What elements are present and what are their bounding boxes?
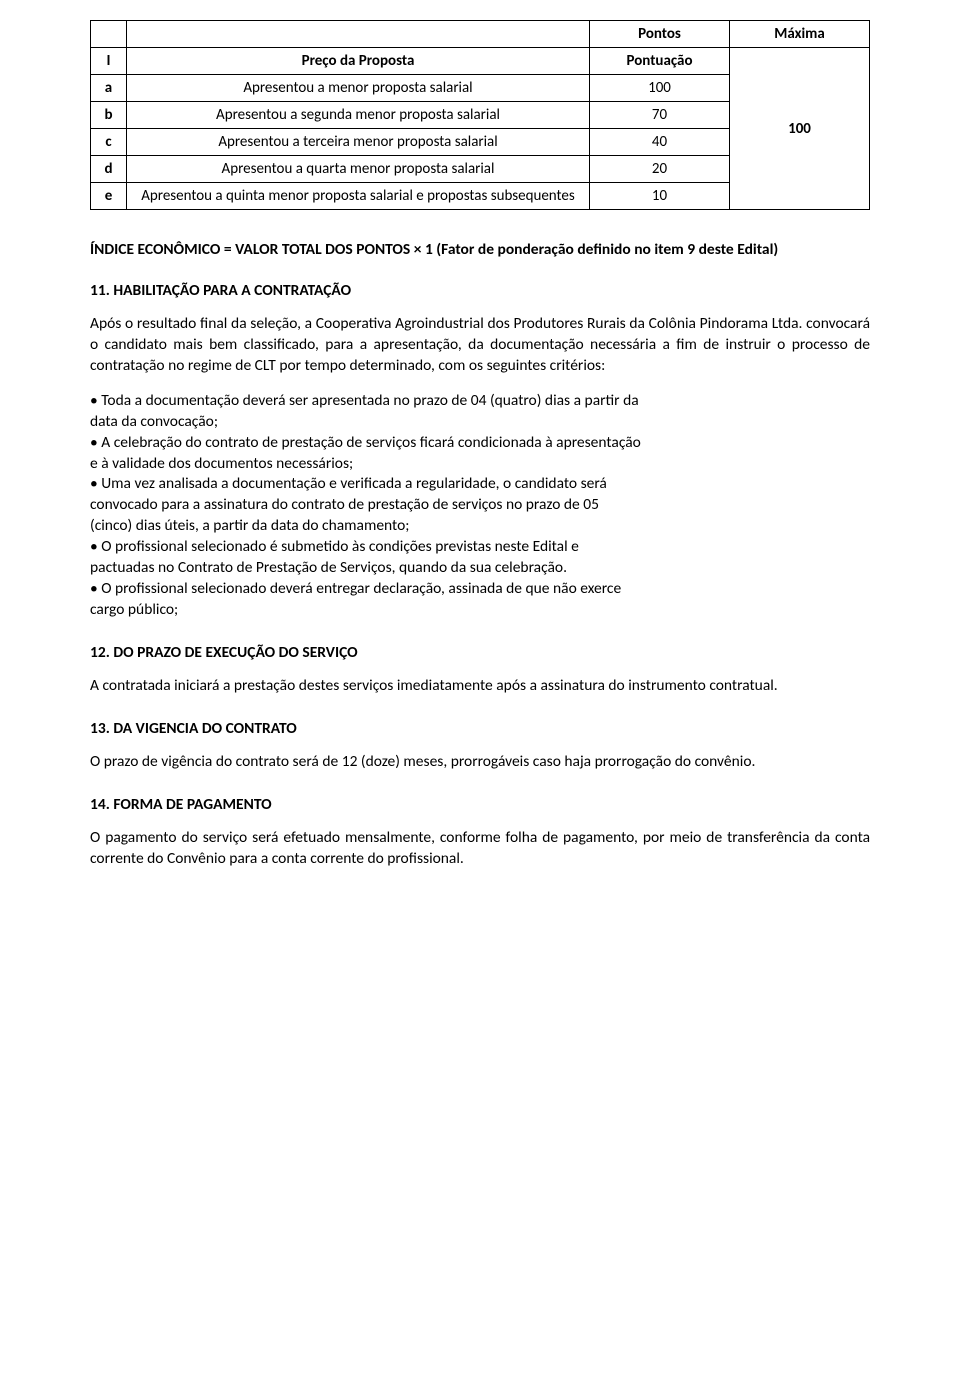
bullet-text: data da convocação; <box>90 412 870 433</box>
row-desc: Apresentou a terceira menor proposta sal… <box>127 129 590 156</box>
bullet-text: • Uma vez analisada a documentação e ver… <box>90 474 870 495</box>
row-pontos: 40 <box>590 129 730 156</box>
maxima-value: 100 <box>730 48 870 210</box>
section-11-intro: Após o resultado final da seleção, a Coo… <box>90 314 870 377</box>
row-desc: Apresentou a quinta menor proposta salar… <box>127 183 590 210</box>
maxima-header: Máxima <box>730 21 870 48</box>
bullet-text: convocado para a assinatura do contrato … <box>90 495 870 516</box>
table-header-row: Pontos Máxima <box>91 21 870 48</box>
row-pontos: 20 <box>590 156 730 183</box>
section-13-heading: 13. DA VIGENCIA DO CONTRATO <box>90 719 870 738</box>
bullet-text: e à validade dos documentos necessários; <box>90 454 870 475</box>
bullet-text: • O profissional selecionado é submetido… <box>90 537 870 558</box>
row-letter: b <box>91 102 127 129</box>
row-desc: Apresentou a segunda menor proposta sala… <box>127 102 590 129</box>
row-desc: Apresentou a menor proposta salarial <box>127 75 590 102</box>
row-desc: Apresentou a quarta menor proposta salar… <box>127 156 590 183</box>
bullet-text: (cinco) dias úteis, a partir da data do … <box>90 516 870 537</box>
row-letter: a <box>91 75 127 102</box>
bullet-text: • O profissional selecionado deverá entr… <box>90 579 870 600</box>
section-14-text: O pagamento do serviço será efetuado men… <box>90 828 870 870</box>
section-11-heading: 11. HABILITAÇÃO PARA A CONTRATAÇÃO <box>90 281 870 300</box>
section-11-bullets: • Toda a documentação deverá ser apresen… <box>90 391 870 621</box>
row-letter: c <box>91 129 127 156</box>
row-pontos: 10 <box>590 183 730 210</box>
bullet-text: pactuadas no Contrato de Prestação de Se… <box>90 558 870 579</box>
row-pontos: 70 <box>590 102 730 129</box>
section-13-text: O prazo de vigência do contrato será de … <box>90 752 870 773</box>
bullet-text: • A celebração do contrato de prestação … <box>90 433 870 454</box>
bullet-text: cargo público; <box>90 600 870 621</box>
row-pontos: 100 <box>590 75 730 102</box>
section-14-heading: 14. FORMA DE PAGAMENTO <box>90 795 870 814</box>
section-12-text: A contratada iniciará a prestação destes… <box>90 676 870 697</box>
row-desc: Preço da Proposta <box>127 48 590 75</box>
formula-text: ÍNDICE ECONÔMICO = VALOR TOTAL DOS PONTO… <box>90 240 870 259</box>
row-letter: d <box>91 156 127 183</box>
document-page: Pontos Máxima I Preço da Proposta Pontua… <box>0 0 960 924</box>
row-letter: e <box>91 183 127 210</box>
pontos-header: Pontos <box>590 21 730 48</box>
row-pontos: Pontuação <box>590 48 730 75</box>
row-letter: I <box>91 48 127 75</box>
table-title-row: I Preço da Proposta Pontuação 100 <box>91 48 870 75</box>
pontos-table: Pontos Máxima I Preço da Proposta Pontua… <box>90 20 870 210</box>
bullet-text: • Toda a documentação deverá ser apresen… <box>90 391 870 412</box>
section-12-heading: 12. DO PRAZO DE EXECUÇÃO DO SERVIÇO <box>90 643 870 662</box>
